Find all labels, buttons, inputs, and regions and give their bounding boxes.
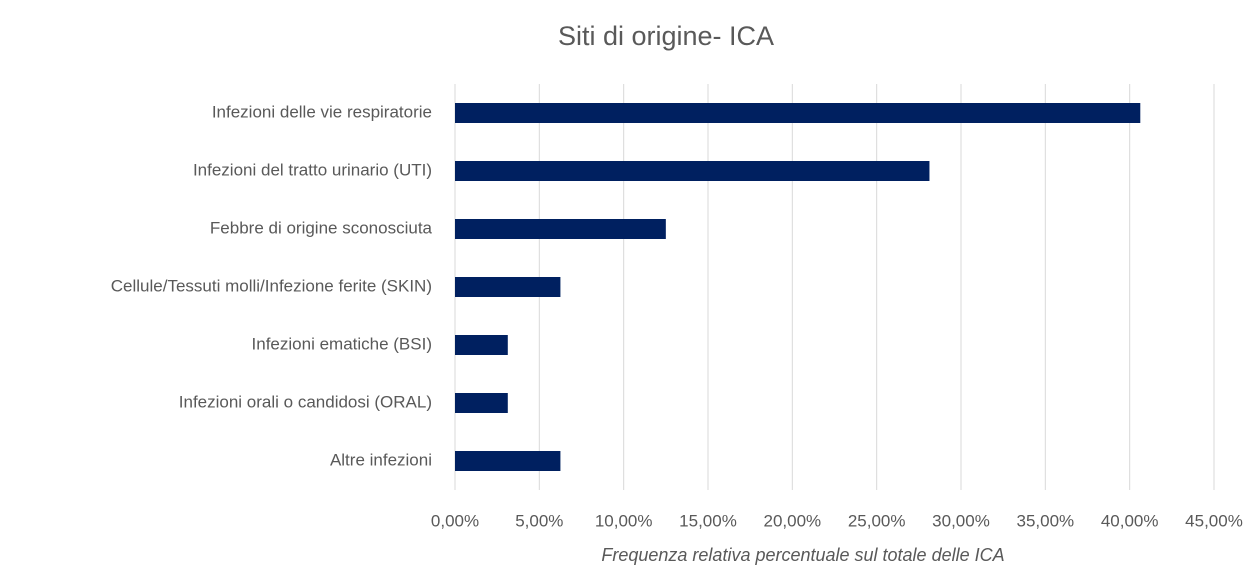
- x-tick-label: 10,00%: [595, 511, 653, 530]
- y-tick-label: Infezioni orali o candidosi (ORAL): [179, 392, 432, 411]
- chart-title: Siti di origine- ICA: [558, 21, 774, 51]
- bar: [455, 335, 508, 355]
- bar: [455, 219, 666, 239]
- bar: [455, 277, 561, 297]
- x-tick-label: 35,00%: [1016, 511, 1074, 530]
- bar: [455, 161, 930, 181]
- x-tick-label: 0,00%: [431, 511, 479, 530]
- bar: [455, 103, 1141, 123]
- y-tick-label: Altre infezioni: [330, 450, 432, 469]
- bar: [455, 393, 508, 413]
- x-axis-title: Frequenza relativa percentuale sul total…: [601, 545, 1004, 565]
- y-tick-label: Infezioni del tratto urinario (UTI): [193, 160, 432, 179]
- x-tick-label: 40,00%: [1101, 511, 1159, 530]
- x-tick-label: 5,00%: [515, 511, 563, 530]
- x-tick-label: 45,00%: [1185, 511, 1243, 530]
- y-tick-label: Infezioni delle vie respiratorie: [212, 102, 432, 121]
- x-tick-label: 20,00%: [763, 511, 821, 530]
- x-tick-label: 30,00%: [932, 511, 990, 530]
- y-tick-label: Cellule/Tessuti molli/Infezione ferite (…: [111, 276, 432, 295]
- x-tick-label: 15,00%: [679, 511, 737, 530]
- y-tick-label: Infezioni ematiche (BSI): [252, 334, 432, 353]
- bar: [455, 451, 561, 471]
- x-tick-label: 25,00%: [848, 511, 906, 530]
- y-tick-label: Febbre di origine sconosciuta: [210, 218, 433, 237]
